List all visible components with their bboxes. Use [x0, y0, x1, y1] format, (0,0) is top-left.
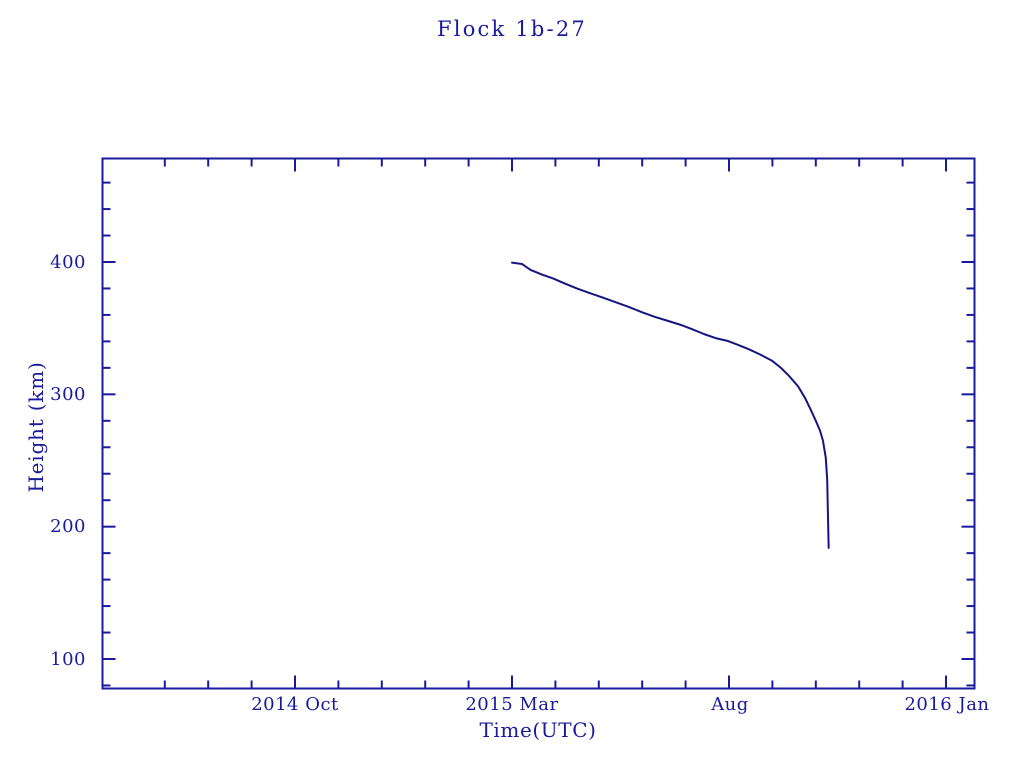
chart-title: Flock 1b-27	[437, 17, 587, 41]
y-tick-label-100: 100	[50, 649, 86, 670]
axis-ticks	[102, 158, 975, 689]
axes-frame	[101, 157, 976, 690]
x-axis-title: Time(UTC)	[479, 718, 597, 742]
y-tick-label-400: 400	[50, 252, 86, 273]
data-series-line	[511, 261, 830, 549]
y-tick-label-200: 200	[50, 516, 86, 537]
x-tick-label-2014-oct: 2014 Oct	[251, 694, 339, 715]
x-tick-label-2016-jan: 2016 Jan	[904, 694, 990, 715]
plot-border	[101, 157, 976, 690]
y-tick-label-300: 300	[50, 384, 86, 405]
x-tick-label-aug: Aug	[711, 694, 749, 715]
x-tick-label-2015-mar: 2015 Mar	[465, 694, 559, 715]
